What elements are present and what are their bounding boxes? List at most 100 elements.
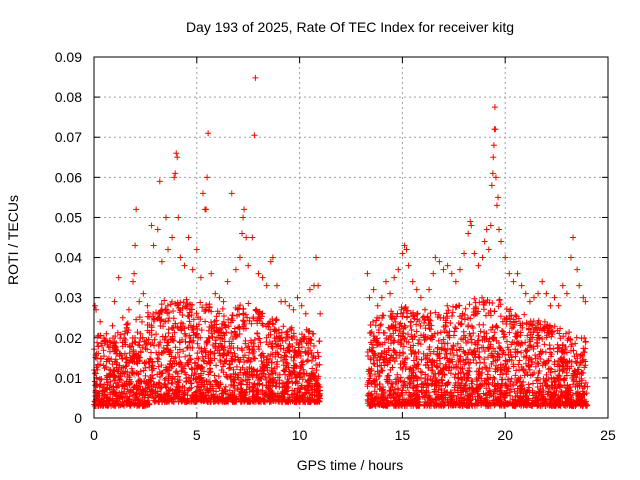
data-point-band [444, 302, 451, 309]
data-point-band [207, 368, 214, 375]
data-point-band [209, 333, 216, 340]
data-point-band [217, 352, 224, 359]
data-point [492, 126, 499, 133]
data-point-band [380, 329, 387, 336]
data-point-band [307, 375, 314, 382]
data-point [203, 206, 210, 213]
data-point-band [235, 305, 242, 312]
data-point [193, 246, 200, 253]
data-point-band [136, 390, 143, 397]
data-point-band [164, 339, 171, 346]
data-point-band [378, 350, 385, 357]
data-point-band [284, 391, 291, 398]
data-point-band [153, 331, 160, 338]
data-point-band [163, 384, 170, 391]
data-point-band [159, 369, 166, 376]
data-point-band [96, 400, 103, 407]
data-point-band [172, 344, 179, 351]
data-point-band [267, 394, 274, 401]
data-point-band [584, 383, 591, 390]
data-point-band [98, 355, 105, 362]
data-point-band [254, 330, 261, 337]
data-point-band [183, 296, 190, 303]
data-point [574, 266, 581, 273]
data-point-band [155, 398, 162, 405]
data-point [563, 290, 570, 297]
data-point [224, 278, 231, 285]
data-point-band [160, 344, 167, 351]
data-point-band [157, 322, 164, 329]
data-point-band [113, 348, 120, 355]
data-point-band [193, 398, 200, 405]
data-point-band [178, 363, 185, 370]
data-point-band [101, 391, 108, 398]
data-point-band [364, 396, 371, 403]
data-point-band [166, 351, 173, 358]
data-point-band [143, 339, 150, 346]
data-point [240, 214, 247, 221]
data-point-band [280, 396, 287, 403]
data-point-band [165, 367, 172, 374]
data-point-band [301, 370, 308, 377]
data-point-band [220, 346, 227, 353]
data-point-band [377, 322, 384, 329]
data-point-band [456, 302, 463, 309]
data-point [239, 230, 246, 237]
data-point [132, 242, 139, 249]
data-point-band [199, 377, 206, 384]
data-point [518, 282, 525, 289]
data-point-band [200, 347, 207, 354]
data-point-band [225, 347, 232, 354]
data-point [144, 302, 151, 309]
data-point-band [282, 337, 289, 344]
data-point-band [142, 372, 149, 379]
data-point-band [302, 348, 309, 355]
data-point-band [246, 386, 253, 393]
data-point-band [257, 339, 264, 346]
data-point-band [180, 299, 187, 306]
data-point [430, 270, 437, 277]
data-point-band [450, 342, 457, 349]
data-point [205, 130, 212, 137]
data-point-band [387, 357, 394, 364]
data-point-band [187, 344, 194, 351]
data-point-band [286, 347, 293, 354]
data-point-band [230, 377, 237, 384]
data-point-band [280, 323, 287, 330]
x-tick-label: 5 [193, 427, 201, 443]
data-point-band [178, 319, 185, 326]
data-point [452, 278, 459, 285]
data-point-band [118, 389, 125, 396]
data-point-band [300, 336, 307, 343]
data-point-band [142, 364, 149, 371]
data-point-band [186, 318, 193, 325]
data-point [171, 174, 178, 181]
data-point-band [218, 367, 225, 374]
data-point-band [112, 333, 119, 340]
data-point-band [299, 376, 306, 383]
data-point-band [117, 335, 124, 342]
data-point-band [310, 342, 317, 349]
data-point-band [189, 324, 196, 331]
data-point-band [171, 329, 178, 336]
data-point-band [387, 332, 394, 339]
data-point [495, 194, 502, 201]
data-point [475, 262, 482, 269]
data-point-band [234, 306, 241, 313]
data-point-band [183, 378, 190, 385]
data-point-band [129, 335, 136, 342]
data-point-band [191, 360, 198, 367]
data-point [306, 286, 313, 293]
data-point-band [136, 402, 143, 409]
data-point [539, 278, 546, 285]
data-point-band [245, 398, 252, 405]
data-point-band [282, 349, 289, 356]
data-point-band [142, 345, 149, 352]
data-point [156, 178, 163, 185]
data-point-band [219, 305, 226, 312]
data-point-band [266, 386, 273, 393]
data-point-band [177, 324, 184, 331]
data-point-band [149, 359, 156, 366]
data-point-band [101, 365, 108, 372]
data-point-band [403, 314, 410, 321]
